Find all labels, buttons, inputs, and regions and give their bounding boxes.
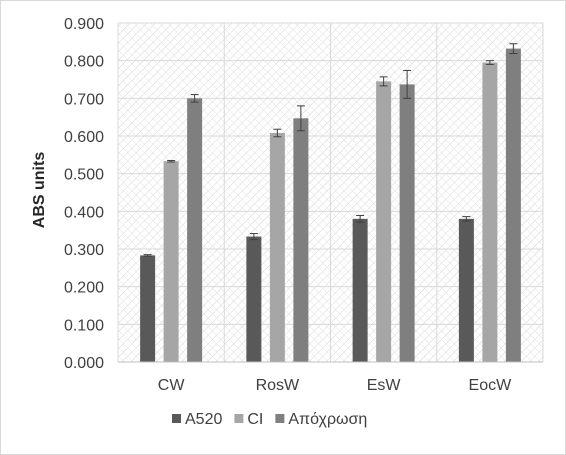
x-category-label: RosW: [256, 377, 300, 394]
bar-CI-CW: [163, 161, 179, 362]
x-category-label: CW: [158, 377, 186, 394]
y-axis-title: ABS units: [31, 152, 48, 229]
legend-swatch: [275, 414, 285, 423]
bar-A520-EocW: [458, 218, 474, 362]
y-tick-label: 0.900: [64, 16, 104, 33]
bar-CI-RosW: [269, 132, 285, 362]
y-tick-label: 0.500: [64, 167, 104, 184]
bar-Απόχρωση-CW: [187, 98, 203, 362]
bar-A520-RosW: [246, 236, 262, 362]
y-tick-label: 0.700: [64, 91, 104, 108]
legend-swatch: [234, 414, 244, 423]
y-tick-label: 0.600: [64, 129, 104, 146]
y-tick-label: 0.100: [64, 317, 104, 334]
legend-swatch: [172, 414, 181, 423]
bar-Απόχρωση-EocW: [505, 48, 521, 362]
bar-CI-EsW: [376, 81, 392, 362]
bar-Απόχρωση-EsW: [399, 84, 415, 362]
y-tick-label: 0.400: [64, 204, 104, 221]
y-tick-label: 0.300: [64, 242, 104, 259]
bar-A520-EsW: [352, 218, 368, 362]
legend-label: Απόχρωση: [288, 411, 367, 428]
legend-label: CI: [247, 411, 263, 428]
x-category-label: EocW: [469, 377, 513, 394]
legend-label: A520: [185, 411, 222, 428]
bar-A520-CW: [140, 255, 156, 362]
bar-Απόχρωση-RosW: [293, 118, 309, 363]
y-tick-label: 0.200: [64, 280, 104, 297]
bar-CI-EocW: [482, 62, 498, 363]
y-tick-label: 0.000: [64, 355, 104, 372]
y-tick-label: 0.800: [64, 54, 104, 71]
x-category-label: EsW: [367, 377, 402, 394]
